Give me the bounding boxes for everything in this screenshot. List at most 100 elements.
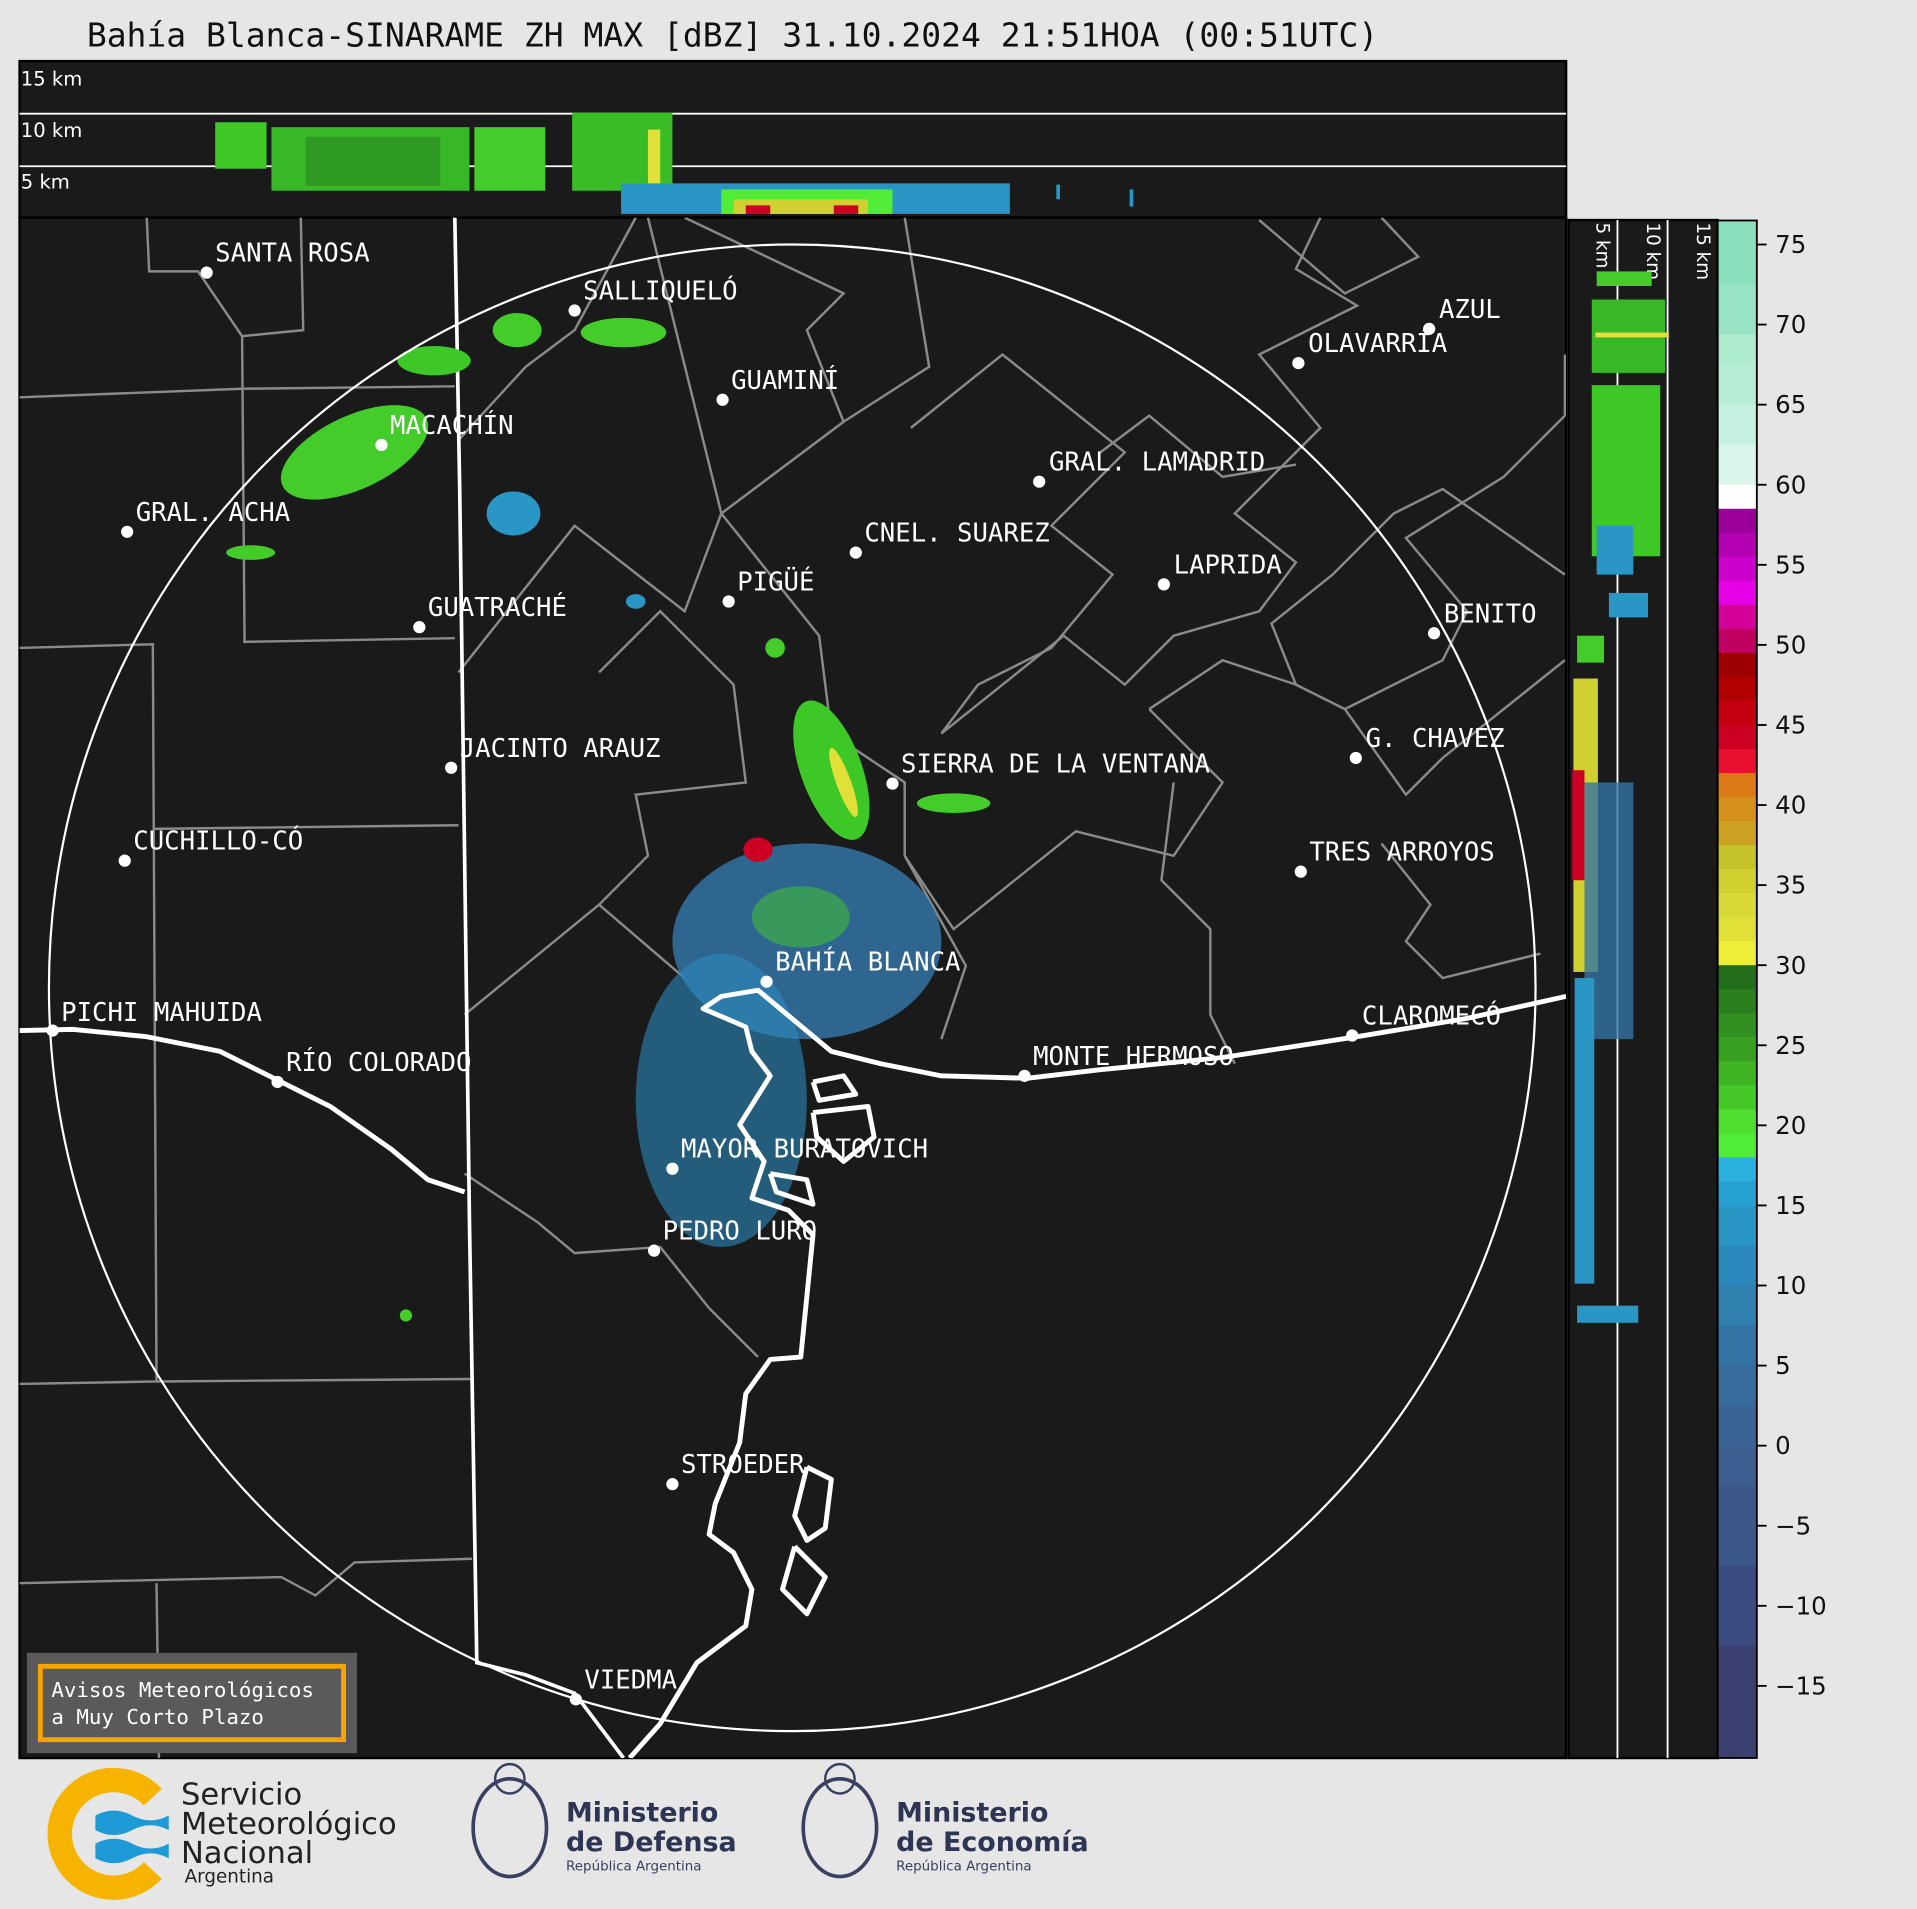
- city-marker: [46, 1024, 59, 1037]
- colorbar-band: [1717, 1109, 1757, 1134]
- logo-text: República Argentina: [896, 1858, 1031, 1874]
- top-height-panel: 15 km 10 km 5 km: [18, 59, 1568, 219]
- city-marker: [716, 393, 729, 406]
- colorbar-band: [1717, 893, 1757, 918]
- city-marker: [271, 1075, 284, 1089]
- city-label: OLAVARRÍA: [1308, 327, 1447, 359]
- city-marker: [200, 266, 213, 279]
- city-label: PICHI MAHUIDA: [61, 998, 262, 1028]
- height-label: 15 km: [21, 68, 82, 91]
- city-marker: [1292, 356, 1305, 370]
- city-label: CNEL. SUAREZ: [864, 519, 1049, 549]
- coastline: [767, 1171, 816, 1207]
- coastline: [780, 1544, 828, 1617]
- city-marker: [1033, 475, 1046, 488]
- colorbar-tick-label: 25: [1775, 1031, 1806, 1060]
- colorbar-band: [1717, 724, 1757, 750]
- height-label: 5 km: [21, 170, 70, 193]
- colorbar-band: [1717, 821, 1757, 846]
- city-marker: [118, 854, 131, 867]
- colorbar-tick-label: −10: [1775, 1591, 1827, 1620]
- colorbar-tick-label: 20: [1775, 1111, 1806, 1140]
- city-label: PIGÜÉ: [737, 565, 814, 597]
- logo-text: Argentina: [185, 1867, 274, 1888]
- city-label: LAPRIDA: [1174, 550, 1282, 580]
- colorbar-tick-label: 35: [1775, 871, 1806, 900]
- colorbar-band: [1717, 1405, 1757, 1447]
- logo-text: República Argentina: [566, 1858, 701, 1874]
- colorbar-band: [1717, 965, 1757, 990]
- colorbar-band: [1717, 1445, 1757, 1487]
- city-marker: [375, 438, 388, 452]
- city-label: TRES ARROYOS: [1309, 838, 1494, 868]
- city-marker: [121, 525, 134, 538]
- city-marker: [760, 975, 773, 988]
- smn-logo: Servicio Meteorológico Nacional Argentin…: [47, 1767, 397, 1900]
- city-marker: [647, 1244, 661, 1257]
- colorbar-tick-label: 75: [1775, 230, 1806, 259]
- city-label: BAHÍA BLANCA: [775, 946, 960, 978]
- colorbar-band: [1717, 580, 1757, 606]
- city-label: STROEDER: [681, 1450, 805, 1480]
- city-marker: [1157, 578, 1170, 591]
- city-label: BENITO: [1444, 599, 1537, 629]
- city-marker: [849, 546, 862, 559]
- colorbar-band: [1717, 508, 1757, 534]
- colorbar-band: [1717, 773, 1757, 798]
- city-marker: [1018, 1069, 1031, 1082]
- colorbar-band: [1717, 1645, 1757, 1759]
- logo-text: de Defensa: [566, 1827, 737, 1858]
- colorbar-band: [1717, 1181, 1757, 1207]
- radar-echo: [1572, 271, 1669, 1323]
- height-label: 15 km: [1692, 223, 1713, 281]
- colorbar-band: [1717, 484, 1757, 510]
- side-height-panel: 5 km 10 km 15 km: [1567, 218, 1719, 1760]
- city-label: SALLIQUELÓ: [583, 275, 737, 307]
- warning-text: a Muy Corto Plazo: [51, 1705, 264, 1729]
- city-marker: [1346, 1029, 1359, 1042]
- city-label: GRAL. LAMADRID: [1049, 448, 1265, 478]
- city-label: MONTE HERMOSO: [1033, 1042, 1234, 1072]
- colorbar-band: [1717, 797, 1757, 822]
- colorbar-band: [1717, 845, 1757, 870]
- coastline: [627, 987, 1567, 1759]
- city-marker: [1423, 322, 1436, 335]
- city-label: G. CHAVEZ: [1366, 724, 1505, 754]
- colorbar-tick-label: 10: [1775, 1271, 1806, 1300]
- colorbar-band: [1717, 1157, 1757, 1183]
- radar-echo: [215, 112, 1134, 214]
- logo-text: Servicio: [181, 1777, 302, 1812]
- colorbar-tick-label: −5: [1775, 1511, 1811, 1540]
- economia-logo: Ministerio de Economía República Argenti…: [801, 1762, 1089, 1879]
- colorbar-band: [1717, 532, 1757, 558]
- radar-range-ring: [47, 243, 1537, 1733]
- colorbar-band: [1717, 700, 1757, 726]
- city-marker: [568, 304, 581, 317]
- colorbar-tick-label: 5: [1775, 1351, 1791, 1380]
- city-label: GUATRACHÉ: [428, 591, 567, 623]
- city-marker: [886, 777, 899, 790]
- figure-title: Bahía Blanca-SINARAME ZH MAX [dBZ] 31.10…: [87, 15, 1378, 54]
- colorbar-band: [1717, 1133, 1757, 1158]
- colorbar-tick-label: 30: [1775, 951, 1806, 980]
- colorbar-frame: [1716, 219, 1758, 1759]
- colorbar-band: [1717, 652, 1757, 678]
- warning-text: Avisos Meteorológicos: [51, 1678, 314, 1702]
- colorbar-band: [1717, 1061, 1757, 1086]
- colorbar-band: [1717, 364, 1757, 406]
- colorbar-band: [1717, 917, 1757, 942]
- logo-text: Nacional: [181, 1836, 313, 1871]
- height-label: 10 km: [1642, 223, 1663, 281]
- logo-text: de Economía: [896, 1827, 1089, 1858]
- city-labels: SANTA ROSA SALLIQUELÓ GUAMINÍ MACACHÍN GRAL.…: [46, 239, 1537, 1706]
- coastline: [810, 1073, 859, 1103]
- colorbar-band: [1717, 604, 1757, 630]
- logo-text: Meteorológico: [181, 1807, 397, 1842]
- colorbar-band: [1717, 404, 1757, 446]
- city-marker: [445, 761, 458, 774]
- warning-box[interactable]: Avisos Meteorológicos a Muy Corto Plazo: [26, 1652, 358, 1754]
- colorbar-band: [1717, 284, 1757, 335]
- city-marker: [569, 1693, 582, 1706]
- colorbar-band: [1717, 1565, 1757, 1647]
- colorbar-band: [1717, 989, 1757, 1014]
